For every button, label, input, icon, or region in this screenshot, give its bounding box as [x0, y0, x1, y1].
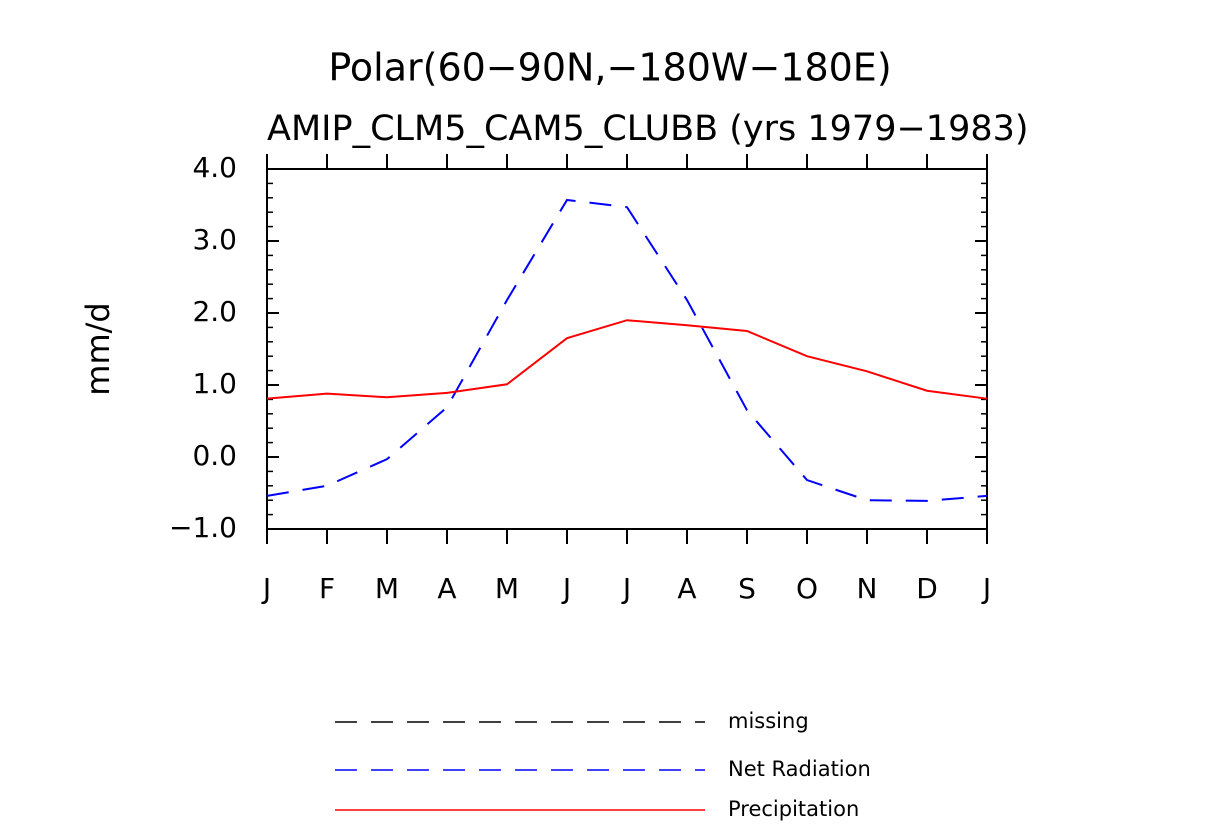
y-tick-label: 4.0: [192, 151, 237, 184]
x-tick-label: A: [437, 572, 456, 605]
y-tick-label: 1.0: [192, 367, 237, 400]
y-tick-label: 3.0: [192, 223, 237, 256]
chart-title: Polar(60−90N,−180W−180E): [328, 46, 891, 90]
y-tick-label: 2.0: [192, 295, 237, 328]
legend-label: missing: [728, 709, 809, 733]
x-tick-label: J: [621, 572, 631, 605]
x-tick-label: F: [319, 572, 335, 605]
x-tick-label: N: [857, 572, 878, 605]
x-tick-label: M: [375, 572, 399, 605]
series-line: [266, 319, 988, 400]
x-tick-label: J: [261, 572, 271, 605]
x-tick-label: M: [495, 572, 519, 605]
x-tick-label: S: [738, 572, 756, 605]
plot-frame: [266, 168, 988, 530]
series-line: [266, 198, 988, 502]
y-axis-label: mm/d: [79, 302, 117, 395]
chart-subtitle: AMIP_CLM5_CAM5_CLUBB (yrs 1979−1983): [267, 109, 1029, 149]
x-tick-label: D: [916, 572, 938, 605]
y-tick-label: 0.0: [192, 439, 237, 472]
x-tick-label: J: [981, 572, 991, 605]
legend-label: Precipitation: [728, 797, 859, 821]
y-tick-label: −1.0: [169, 511, 237, 544]
x-tick-label: J: [561, 572, 571, 605]
legend-label: Net Radiation: [728, 757, 871, 781]
x-tick-label: O: [796, 572, 818, 605]
x-tick-label: A: [677, 572, 696, 605]
